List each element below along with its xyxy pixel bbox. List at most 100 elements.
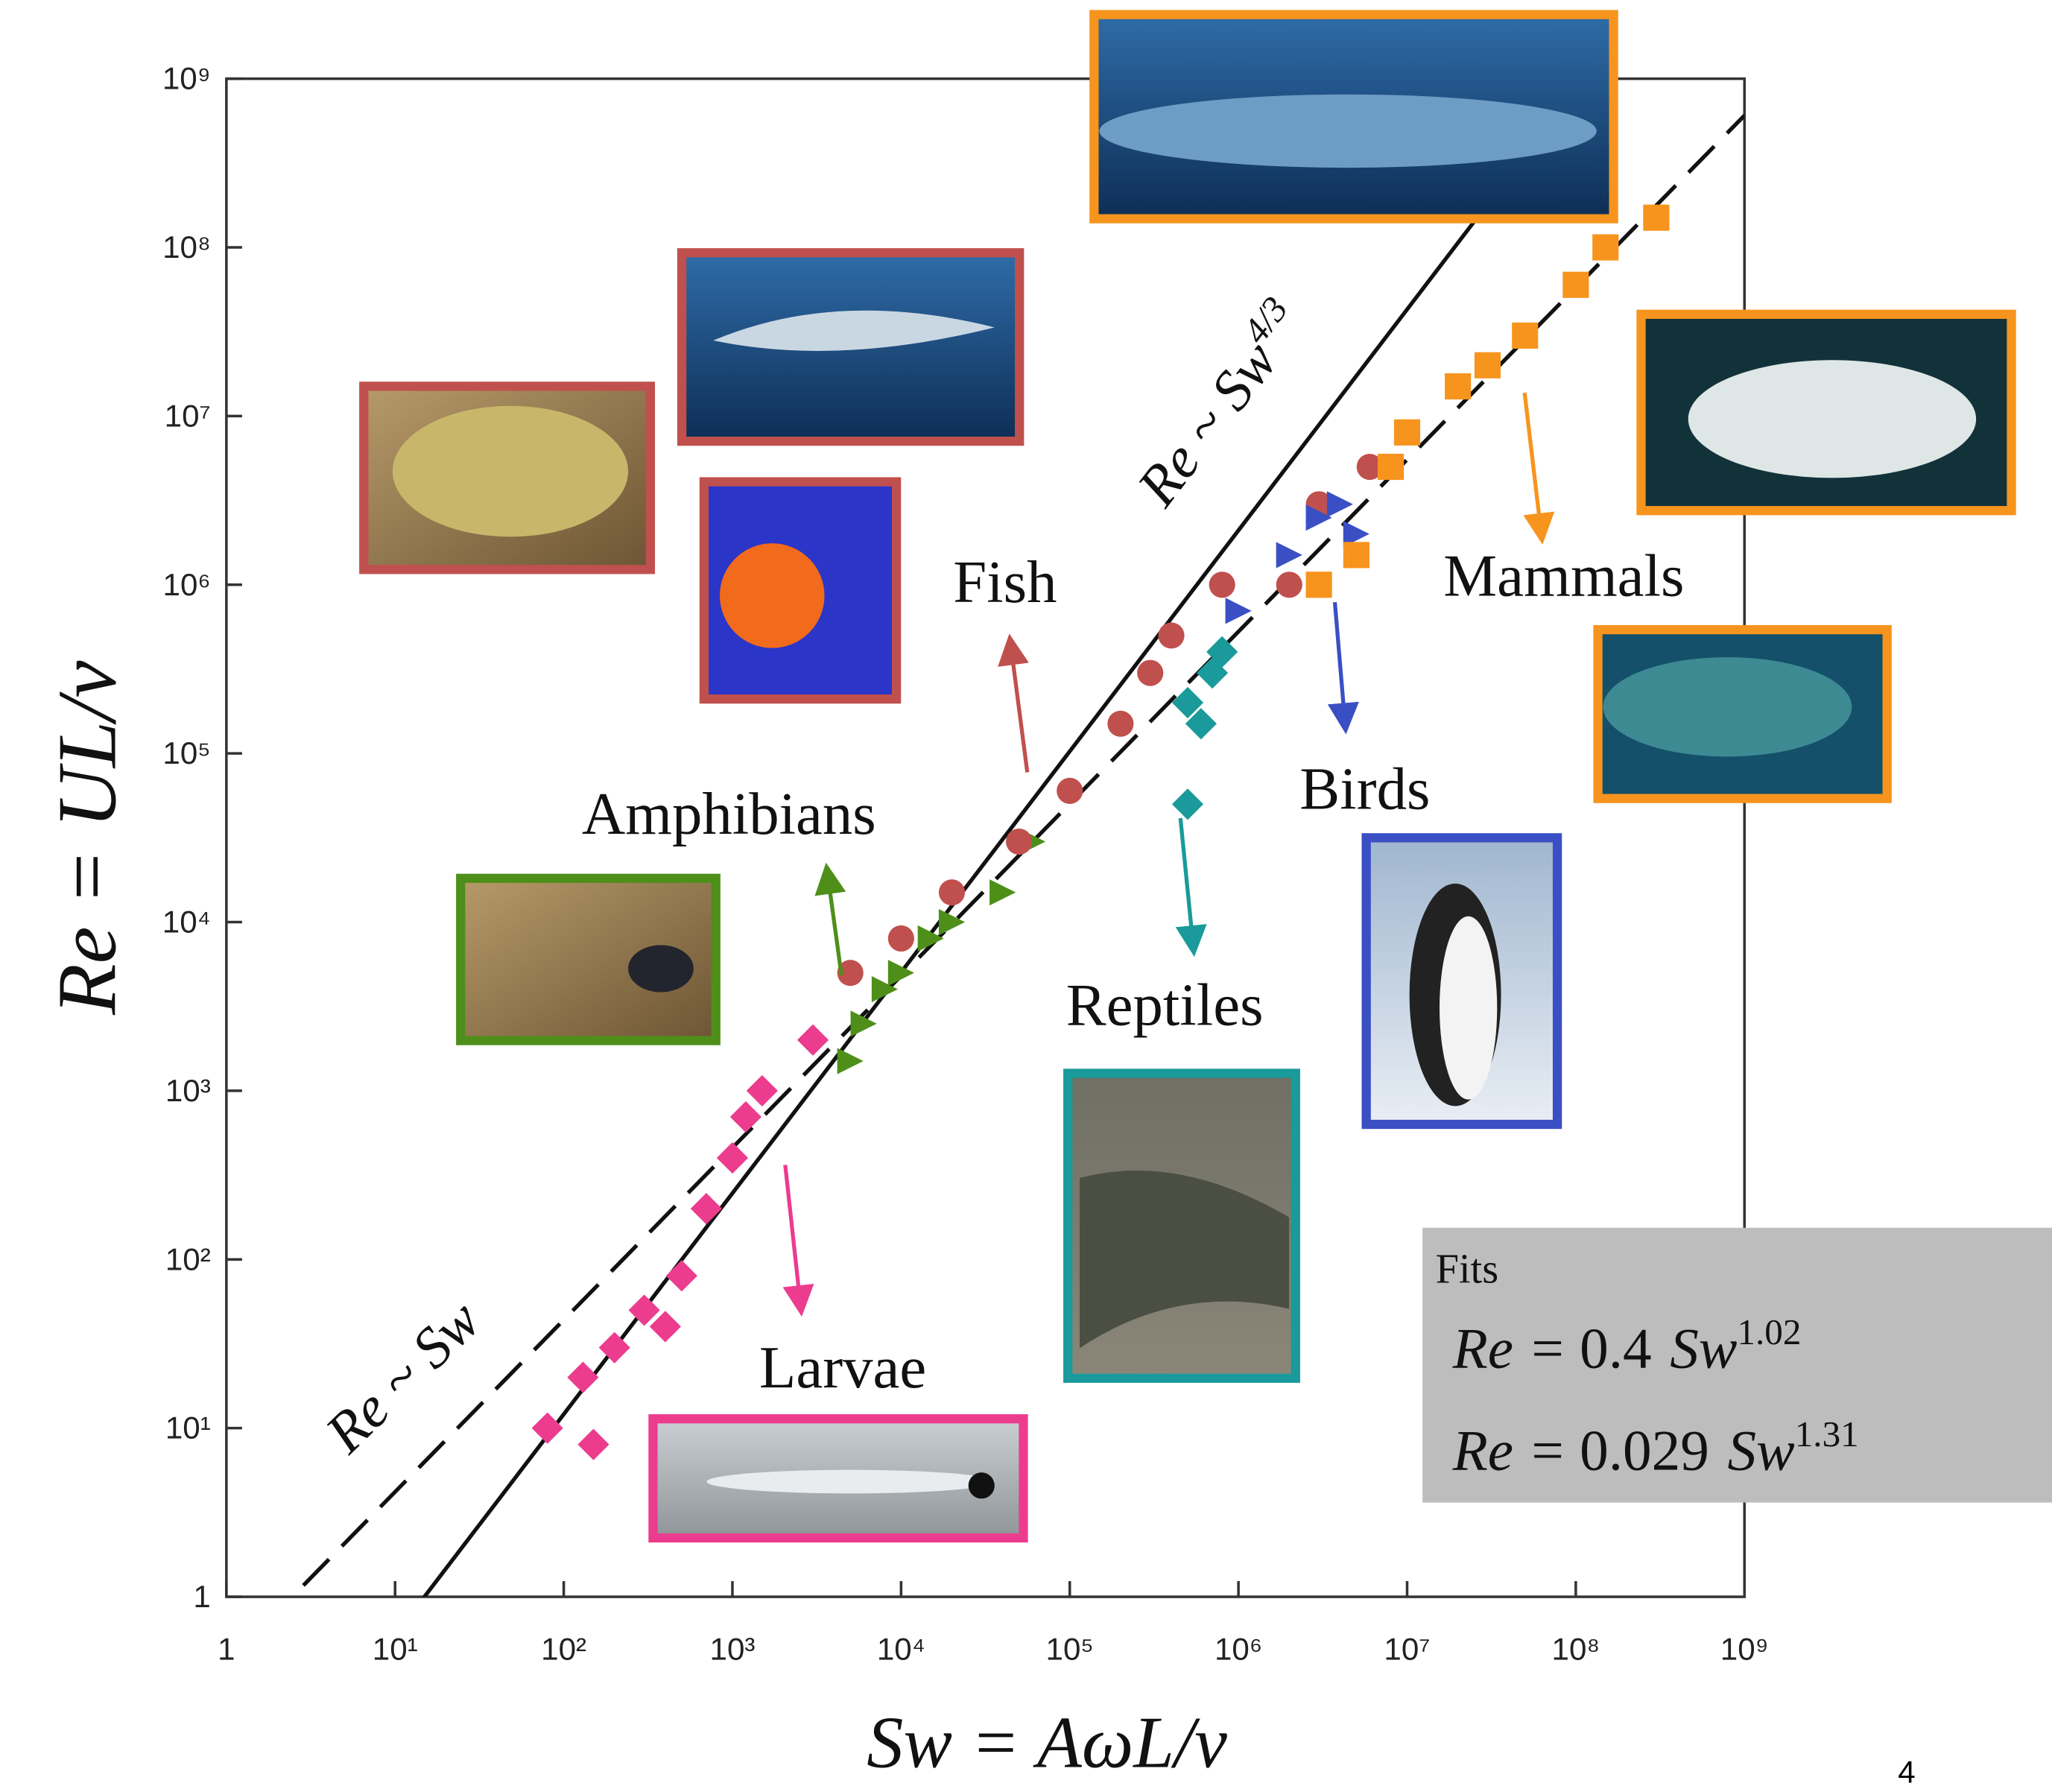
fit-equation: Re = 0.029 Sw1.31: [1452, 1413, 1859, 1483]
larva-eye: [968, 1472, 995, 1499]
x-tick-label: 10¹: [373, 1631, 418, 1666]
point: [1107, 710, 1134, 737]
y-tick-label: 10³: [165, 1073, 211, 1108]
point: [938, 879, 966, 906]
stingray-shape: [392, 405, 629, 537]
line-label: Re ~ Sw: [312, 1288, 492, 1466]
point: [989, 879, 1016, 906]
point: [598, 1332, 630, 1364]
point: [938, 908, 966, 936]
plot-frame: [225, 77, 1747, 1598]
point: [1343, 542, 1369, 569]
point: [837, 960, 864, 987]
point: [1356, 453, 1383, 481]
point: [567, 1361, 599, 1393]
point: [1377, 453, 1405, 481]
fit-coefficient: 0.029: [1580, 1419, 1709, 1483]
point: [1158, 622, 1185, 649]
point: [1305, 572, 1332, 598]
point: [1276, 572, 1302, 598]
line-label: Re ~ Sw4/3: [1120, 289, 1317, 518]
x-tick-label: 10²: [541, 1631, 586, 1666]
y-tick-label: 1: [193, 1579, 210, 1614]
point: [1474, 352, 1501, 379]
point: [1171, 686, 1204, 719]
y-tick-label: 10¹: [165, 1411, 211, 1446]
point: [871, 976, 898, 1003]
point: [1057, 777, 1083, 804]
point: [837, 1048, 864, 1074]
line-label-text: Re ~ Sw: [312, 1288, 492, 1466]
x-tick-label: 10⁵: [1046, 1631, 1094, 1666]
point: [665, 1260, 697, 1292]
y-tick-label: 10⁴: [162, 905, 211, 940]
x-tick-label: 10⁶: [1215, 1631, 1262, 1666]
tadpole-shape: [628, 945, 694, 992]
point: [1006, 828, 1033, 855]
arrow: [1327, 601, 1359, 735]
fit-line: [289, 114, 1745, 1598]
arrow: [998, 633, 1030, 773]
y-tick-label: 10⁹: [162, 61, 211, 96]
y-axis-label: Re = UL/ν: [42, 661, 134, 1016]
whale-shape: [1099, 94, 1597, 168]
point: [917, 925, 944, 952]
point: [628, 1294, 660, 1326]
y-tick-label: 10²: [165, 1241, 211, 1276]
line-label-text: Re ~ Sw: [1124, 329, 1290, 518]
group-label: Reptiles: [1066, 972, 1264, 1039]
x-tick-label: 10⁷: [1384, 1631, 1430, 1666]
shark-shape: [713, 310, 995, 351]
fit-coefficient: 0.4: [1580, 1317, 1652, 1381]
point: [1276, 542, 1302, 569]
crocodile-shape: [1080, 1170, 1290, 1349]
point: [1305, 504, 1332, 531]
point: [1592, 234, 1619, 261]
arrow: [1522, 392, 1555, 545]
group-label: Mammals: [1443, 542, 1684, 609]
point: [1393, 419, 1421, 446]
x-tick-label: 10³: [710, 1631, 756, 1666]
arrow: [1175, 817, 1207, 957]
point: [1185, 708, 1217, 740]
penguin-belly: [1440, 916, 1498, 1100]
x-axis-label: Sw = AωL/ν: [867, 1702, 1227, 1783]
fit-variable: Sw: [1670, 1317, 1737, 1381]
point: [797, 1024, 829, 1056]
fit-lhs: Re =: [1452, 1419, 1567, 1483]
group-label: Birds: [1299, 756, 1430, 823]
x-tick-label: 10⁸: [1552, 1631, 1600, 1666]
point: [716, 1142, 749, 1174]
point: [1562, 271, 1589, 298]
point: [577, 1428, 609, 1460]
manatee-shape: [1603, 656, 1852, 757]
point: [1137, 659, 1164, 686]
point: [1343, 521, 1369, 548]
larva-shape: [706, 1469, 995, 1494]
y-tick-label: 10⁷: [165, 398, 211, 433]
group-label: Amphibians: [582, 781, 876, 847]
y-tick-label: 10⁵: [162, 735, 210, 770]
point: [531, 1412, 563, 1444]
group-label: Fish: [953, 549, 1057, 615]
beluga-shape: [1688, 360, 1977, 478]
point: [887, 925, 914, 952]
point: [729, 1101, 761, 1133]
y-tick-label: 10⁶: [163, 567, 211, 602]
point: [887, 960, 914, 987]
point: [1445, 373, 1472, 400]
arrow: [782, 1165, 814, 1317]
point: [1643, 204, 1670, 231]
photos: [359, 10, 2016, 1543]
point: [1512, 322, 1539, 349]
point: [1225, 598, 1252, 624]
x-tick-label: 10⁹: [1720, 1631, 1769, 1666]
x-tick-label: 1: [218, 1631, 235, 1666]
group-label: Larvae: [759, 1334, 926, 1401]
point: [1171, 788, 1204, 820]
fit-equation: Re = 0.4 Sw1.02: [1452, 1311, 1802, 1381]
point: [1326, 491, 1353, 518]
y-tick-label: 10⁸: [162, 229, 211, 265]
